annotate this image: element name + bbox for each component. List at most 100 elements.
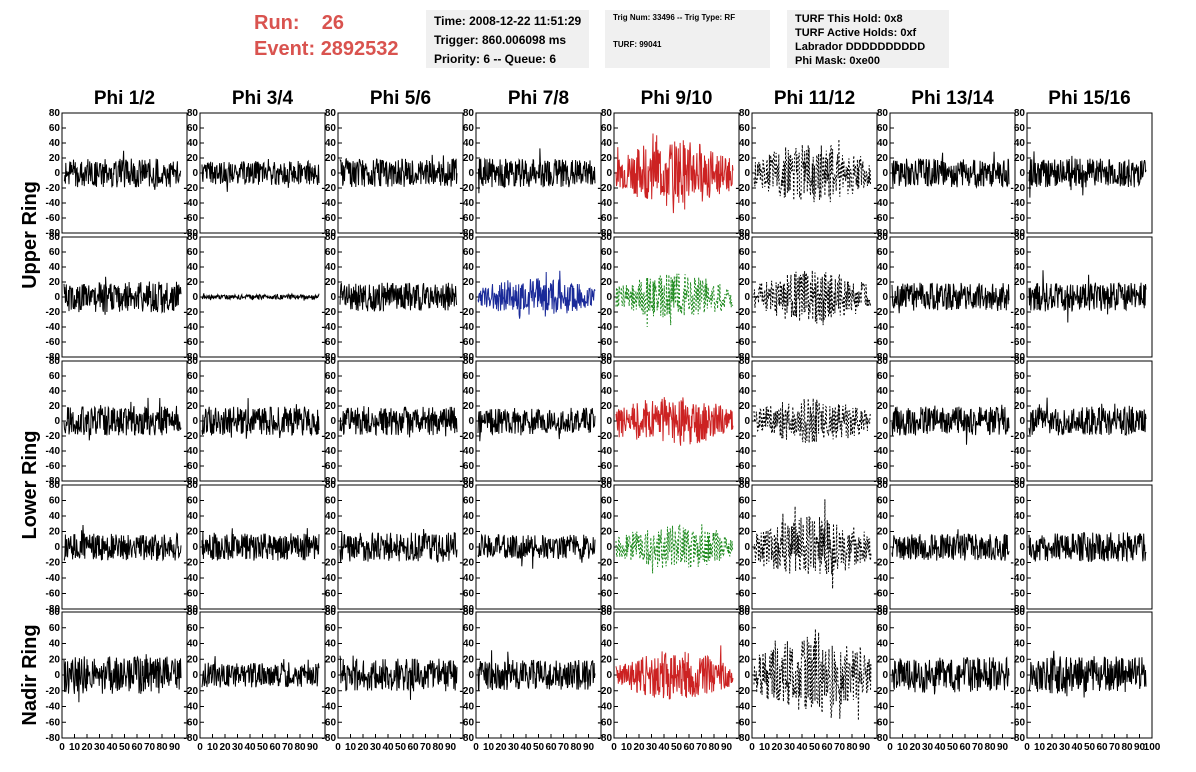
x-tick-label: 20 <box>771 742 783 753</box>
y-tick-label: 20 <box>463 277 475 288</box>
y-tick-label: -20 <box>460 686 475 697</box>
x-tick-label: 10 <box>1034 742 1046 753</box>
y-tick-label: -80 <box>1011 733 1026 744</box>
y-tick-label: -40 <box>460 573 475 584</box>
y-tick-label: -40 <box>874 322 889 333</box>
x-tick-label: 0 <box>473 742 479 753</box>
waveform-trace <box>477 407 596 442</box>
x-tick-label: 20 <box>909 742 921 753</box>
y-tick-label: 60 <box>1014 371 1026 382</box>
y-tick-label: 0 <box>744 542 750 553</box>
y-tick-label: -60 <box>1011 337 1026 348</box>
turf-active-text: TURF Active Holds: 0xf <box>795 27 917 39</box>
y-tick-label: -80 <box>598 604 613 615</box>
y-tick-label: -80 <box>322 476 337 487</box>
y-tick-label: 40 <box>601 639 613 650</box>
y-tick-label: 20 <box>877 654 889 665</box>
y-tick-label: -40 <box>322 322 337 333</box>
y-tick-label: -80 <box>322 228 337 239</box>
x-tick-label: 20 <box>81 742 93 753</box>
y-tick-label: -80 <box>736 352 751 363</box>
run-value: 26 <box>321 12 345 34</box>
y-tick-label: -20 <box>736 686 751 697</box>
y-tick-label: 60 <box>463 371 475 382</box>
y-tick-label: -60 <box>874 589 889 600</box>
y-tick-label: -60 <box>184 589 199 600</box>
waveform-trace <box>201 292 320 301</box>
waveform-trace <box>63 654 182 703</box>
y-tick-label: 0 <box>192 168 198 179</box>
event-line: Event: 2892532 <box>254 36 399 62</box>
y-tick-label: 80 <box>877 356 889 367</box>
waveform-trace <box>753 270 872 326</box>
y-tick-label: 80 <box>325 607 337 618</box>
y-tick-label: 40 <box>187 511 199 522</box>
y-tick-label: 80 <box>49 607 61 618</box>
y-tick-label: 80 <box>739 356 751 367</box>
y-tick-label: 40 <box>187 262 199 273</box>
y-tick-label: 40 <box>325 511 337 522</box>
y-tick-label: 60 <box>463 123 475 134</box>
x-tick-label: 0 <box>197 742 203 753</box>
y-tick-label: -20 <box>598 558 613 569</box>
event-label: Event: <box>254 38 316 60</box>
y-tick-label: -40 <box>184 322 199 333</box>
y-tick-label: 40 <box>463 138 475 149</box>
x-tick-label: 90 <box>721 742 733 753</box>
y-tick-label: -40 <box>1011 446 1026 457</box>
x-tick-label: 0 <box>335 742 341 753</box>
waveform-trace <box>201 656 320 688</box>
y-tick-label: -40 <box>46 198 61 209</box>
y-tick-label: 80 <box>463 480 475 491</box>
x-tick-label: 90 <box>859 742 871 753</box>
x-tick-label: 10 <box>897 742 909 753</box>
x-tick-label: 30 <box>508 742 520 753</box>
x-tick-label: 80 <box>846 742 858 753</box>
y-tick-label: 0 <box>192 670 198 681</box>
y-tick-label: -80 <box>322 352 337 363</box>
y-tick-label: 20 <box>1014 277 1026 288</box>
y-tick-label: 20 <box>463 654 475 665</box>
y-tick-label: 40 <box>601 386 613 397</box>
y-tick-label: 0 <box>744 416 750 427</box>
y-tick-label: 0 <box>1019 416 1025 427</box>
y-tick-label: 0 <box>54 168 60 179</box>
y-tick-label: 60 <box>877 123 889 134</box>
x-tick-label: 40 <box>382 742 394 753</box>
column-title: Phi 11/12 <box>774 88 855 109</box>
x-tick-label: 30 <box>646 742 658 753</box>
y-tick-label: 60 <box>187 247 199 258</box>
phi-mask-text: Phi Mask: 0xe00 <box>795 55 880 67</box>
y-tick-label: -60 <box>184 461 199 472</box>
y-tick-label: 20 <box>739 401 751 412</box>
y-tick-label: -20 <box>322 558 337 569</box>
y-tick-label: -80 <box>736 733 751 744</box>
y-tick-label: 40 <box>49 262 61 273</box>
y-tick-label: -20 <box>874 558 889 569</box>
y-tick-label: 60 <box>187 123 199 134</box>
waveform-trace <box>615 133 734 214</box>
run-event-block: Run: 26 Event: 2892532 <box>254 10 399 62</box>
y-tick-label: 40 <box>463 511 475 522</box>
y-tick-label: 40 <box>49 138 61 149</box>
x-tick-label: 0 <box>1024 742 1030 753</box>
y-tick-label: 60 <box>49 496 61 507</box>
y-tick-label: 20 <box>877 277 889 288</box>
y-tick-label: -80 <box>736 476 751 487</box>
y-tick-label: -80 <box>46 352 61 363</box>
y-tick-label: -20 <box>322 686 337 697</box>
y-tick-label: 20 <box>463 401 475 412</box>
y-tick-label: -20 <box>46 307 61 318</box>
column-title: Phi 3/4 <box>232 88 294 109</box>
y-tick-label: 80 <box>325 480 337 491</box>
y-tick-label: 40 <box>877 138 889 149</box>
y-tick-label: 40 <box>739 511 751 522</box>
y-tick-label: -80 <box>184 476 199 487</box>
y-tick-label: 40 <box>463 386 475 397</box>
trigger-info-box: Trig Num: 33496 -- Trig Type: RF TURF: 9… <box>605 10 770 68</box>
y-tick-label: -60 <box>46 717 61 728</box>
x-tick-label: 30 <box>94 742 106 753</box>
x-tick-label: 50 <box>947 742 959 753</box>
x-tick-label: 80 <box>984 742 996 753</box>
y-tick-label: 40 <box>463 262 475 273</box>
